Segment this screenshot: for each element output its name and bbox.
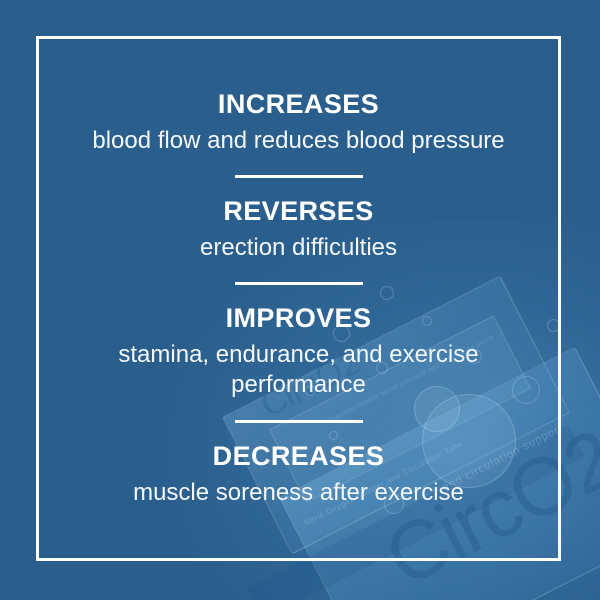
benefit-title: INCREASES <box>217 89 380 120</box>
white-frame-border <box>36 36 561 561</box>
benefit-item-reverses: REVERSES erection difficulties <box>44 196 553 263</box>
benefit-title: REVERSES <box>223 196 374 227</box>
benefit-description: stamina, endurance, and exercise perform… <box>118 341 479 399</box>
benefit-item-increases: INCREASES blood flow and reduces blood p… <box>44 89 553 156</box>
benefit-title: DECREASES <box>212 440 385 471</box>
benefit-description: blood flow and reduces blood pressure <box>92 127 505 155</box>
benefit-description: erection difficulties <box>200 234 397 262</box>
section-divider <box>234 419 363 423</box>
section-divider <box>234 282 363 286</box>
benefit-description: muscle soreness after exercise <box>133 478 464 506</box>
benefit-title: IMPROVES <box>225 303 372 334</box>
benefit-item-decreases: DECREASES muscle soreness after exercise <box>44 441 553 508</box>
section-divider <box>234 175 363 179</box>
benefit-item-improves: IMPROVES stamina, endurance, and exercis… <box>44 303 553 400</box>
benefits-list: INCREASES blood flow and reduces blood p… <box>36 36 561 561</box>
